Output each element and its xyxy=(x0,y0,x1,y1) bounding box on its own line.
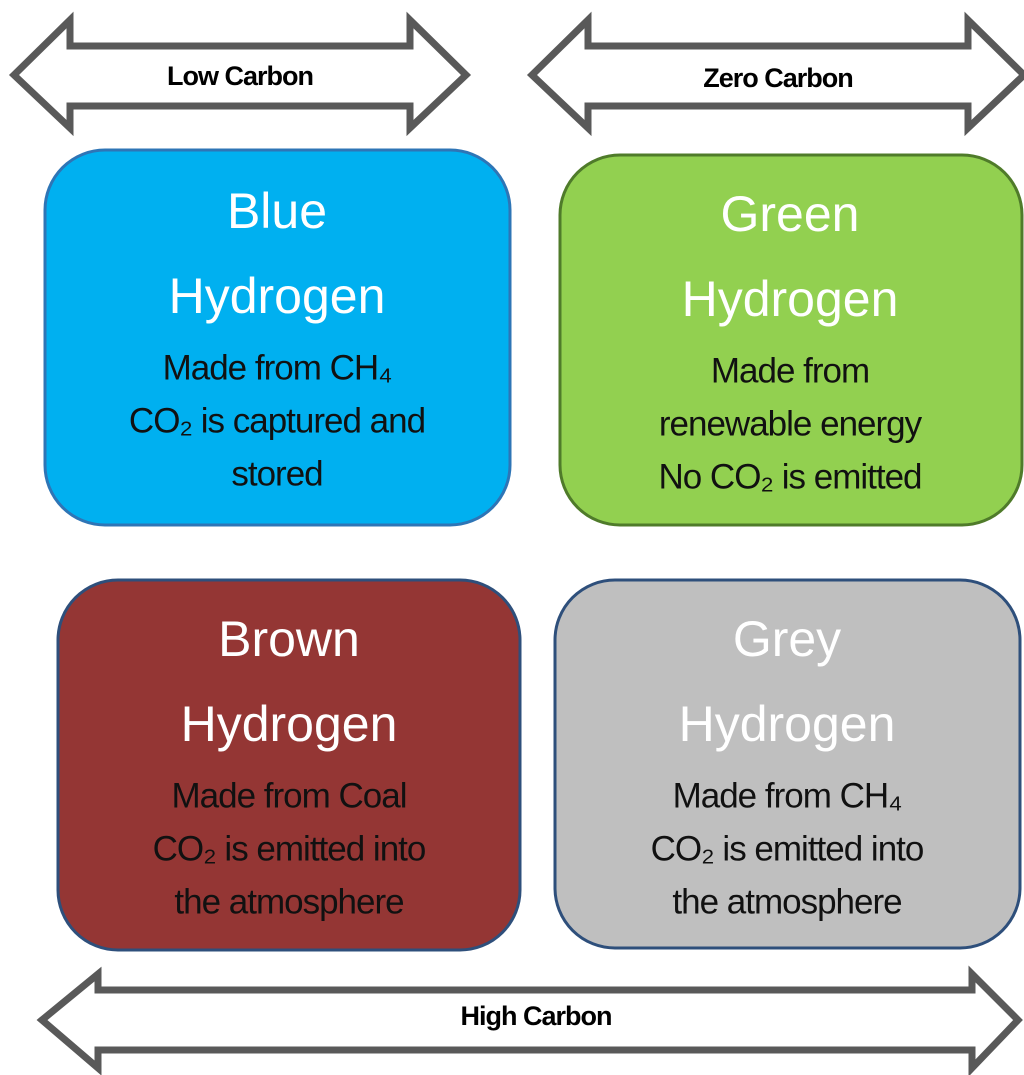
box-title: Brown xyxy=(218,611,360,667)
box-text: the atmosphere xyxy=(672,882,901,921)
box-title: Hydrogen xyxy=(181,696,398,752)
box-title: Blue xyxy=(227,183,327,239)
arrow xyxy=(36,965,1023,1075)
box-title: Hydrogen xyxy=(679,696,896,752)
box-text: the atmosphere xyxy=(174,882,403,921)
arrow-label: Zero Carbon xyxy=(703,63,853,93)
box-text: No CO₂ is emitted xyxy=(658,457,921,496)
arrow-label: High Carbon xyxy=(461,1001,612,1031)
box-title: Hydrogen xyxy=(682,271,899,327)
box-title: Hydrogen xyxy=(169,268,386,324)
box xyxy=(56,578,522,952)
box-text: Made from xyxy=(711,351,869,390)
arrow-label: Low Carbon xyxy=(167,61,313,91)
arrow xyxy=(526,11,1024,137)
box-text: renewable energy xyxy=(659,404,923,443)
box-text: Made from Coal xyxy=(172,776,407,815)
box-text: stored xyxy=(231,454,322,493)
arrow xyxy=(8,11,472,137)
box-text: CO₂ is emitted into xyxy=(651,829,924,868)
box-text: Made from CH₄ xyxy=(673,776,902,815)
box-text: Made from CH₄ xyxy=(163,348,392,387)
box-title: Grey xyxy=(733,611,841,667)
box xyxy=(43,148,512,527)
box-title: Green xyxy=(721,186,860,242)
box-text: CO₂ is captured and xyxy=(129,401,425,440)
box xyxy=(553,578,1022,950)
box-text: CO₂ is emitted into xyxy=(153,829,426,868)
box xyxy=(558,153,1024,527)
